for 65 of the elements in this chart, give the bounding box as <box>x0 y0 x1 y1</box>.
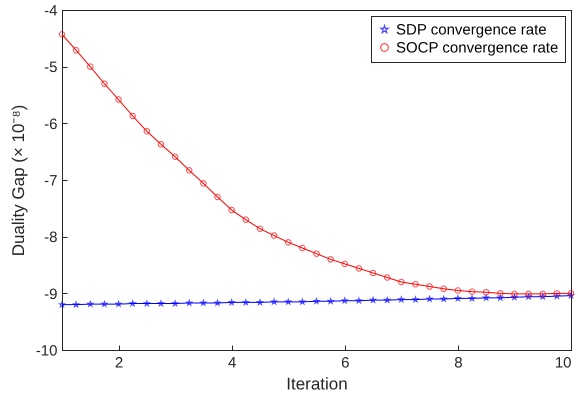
point <box>370 296 376 303</box>
point <box>356 265 362 272</box>
point <box>270 232 278 239</box>
point <box>525 290 532 298</box>
point <box>342 260 348 268</box>
x-tick-label: 8 <box>454 354 463 372</box>
point <box>327 256 334 263</box>
point <box>214 300 221 306</box>
point <box>284 239 292 246</box>
legend-label: SDP convergence rate <box>396 22 547 38</box>
point <box>426 283 433 290</box>
point <box>58 301 66 308</box>
point <box>370 270 376 276</box>
legend-label: SOCP convergence rate <box>396 40 558 56</box>
point <box>129 112 136 120</box>
point <box>412 296 419 302</box>
y-tick-label: -4 <box>44 2 58 20</box>
point <box>115 300 122 307</box>
point <box>214 194 221 200</box>
point <box>539 290 546 298</box>
point <box>101 300 108 307</box>
y-tick-label: -9 <box>44 286 58 303</box>
y-tick-label: -5 <box>44 59 58 76</box>
y-tick-label: -6 <box>44 116 58 133</box>
point <box>454 287 462 294</box>
x-tick-label: 10 <box>554 354 572 372</box>
point <box>242 216 250 223</box>
y-tick-label: -7 <box>44 172 58 190</box>
y-tick-label: -10 <box>36 342 58 360</box>
point <box>228 206 235 214</box>
point <box>87 63 94 70</box>
point <box>200 180 207 187</box>
point <box>468 288 476 295</box>
point <box>554 290 560 297</box>
point <box>412 281 419 288</box>
point <box>101 80 108 87</box>
x-tick-label: 4 <box>228 354 236 372</box>
point <box>299 244 306 252</box>
point <box>144 128 150 134</box>
point <box>158 300 164 306</box>
point <box>256 226 264 232</box>
point <box>511 294 518 300</box>
point <box>384 274 390 281</box>
point <box>313 250 320 257</box>
point <box>72 47 80 54</box>
point <box>482 288 490 296</box>
point <box>158 141 164 148</box>
point <box>398 278 405 286</box>
point <box>511 290 518 298</box>
point <box>468 295 476 302</box>
x-tick-label: 6 <box>341 354 350 372</box>
y-axis-title: Duality Gap (× 10⁻⁸) <box>8 104 28 256</box>
point <box>270 298 278 305</box>
point <box>313 298 320 304</box>
x-tick-label: 2 <box>114 354 124 372</box>
point <box>525 293 532 300</box>
point <box>172 154 178 160</box>
y-tick-label: -8 <box>44 229 58 246</box>
point <box>186 167 192 174</box>
point <box>115 96 122 103</box>
point <box>497 290 504 297</box>
point <box>256 299 264 306</box>
x-axis-title: Iteration <box>286 374 348 394</box>
point <box>356 297 362 304</box>
point <box>440 286 447 292</box>
